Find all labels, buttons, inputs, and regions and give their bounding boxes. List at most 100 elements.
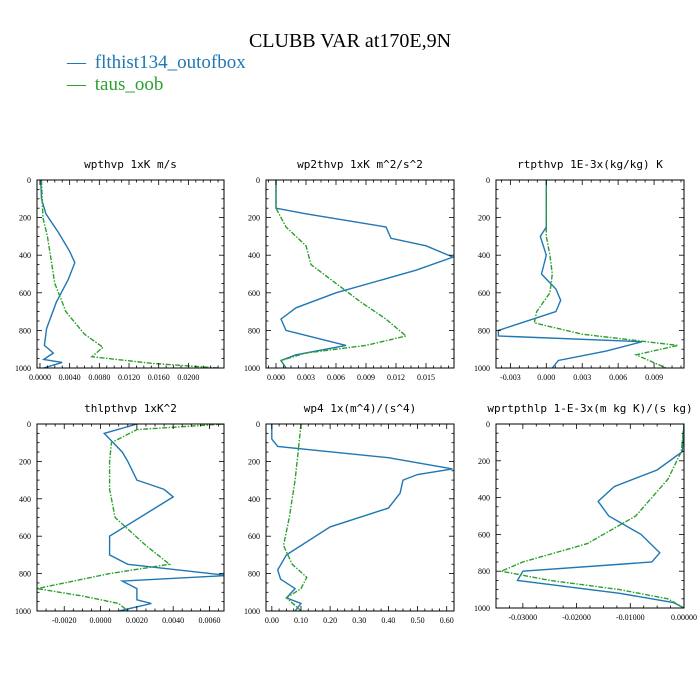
x-tick-label: 0.0020 [126,616,148,625]
panel-title: wprtpthlp 1-E-3x(m kg K)/(s kg) [487,402,692,415]
x-tick-label: 0.0120 [118,373,140,382]
x-tick-label: 0.20 [323,616,337,625]
x-tick-label: 0.0000 [90,616,112,625]
panel-title: wp4 1x(m^4)/(s^4) [304,402,417,415]
y-tick-label: 400 [19,251,31,260]
legend-symbol-taus-oob: — [66,74,87,95]
series-line-taus-oob [275,180,408,368]
x-tick-label: 0.000 [537,373,555,382]
y-tick-label: 400 [19,495,31,504]
panel-title: thlpthvp 1xK^2 [84,402,177,415]
legend: — flthist134_outofbox — taus_oob [66,52,246,95]
x-tick-label: 0.003 [573,373,591,382]
series-line-flthist134 [516,424,684,608]
series-line-flthist134 [102,424,224,611]
y-tick-label: 800 [478,567,490,576]
y-tick-label: 0 [486,420,490,429]
x-tick-label: 0.0160 [148,373,170,382]
series-line-taus-oob [37,424,224,611]
y-tick-label: 1000 [474,604,490,613]
x-tick-label: -0.03000 [509,613,538,622]
series-line-taus-oob [499,424,684,608]
chart-panel-2: rtpthvp 1E-3x(kg/kg) K 0 200 400 600 800 1000 -… [474,158,685,382]
x-tick-label: 0.015 [417,373,435,382]
x-tick-label: -0.003 [500,373,521,382]
x-tick-label: 0.60 [440,616,454,625]
x-tick-label: 0.000 [267,373,285,382]
x-tick-label: 0.009 [357,373,375,382]
chart-panel-1: wp2thvp 1xK m^2/s^2 0 200 400 600 800 1000 0.00… [244,158,455,382]
x-tick-label: 0.00000 [671,613,697,622]
panel-title: wpthvp 1xK m/s [84,158,177,171]
y-tick-label: 1000 [474,364,490,373]
y-tick-label: 200 [478,214,490,223]
x-tick-label: 0.00 [265,616,279,625]
y-tick-label: 0 [256,176,260,185]
legend-item-taus-oob: — taus_oob [66,74,163,95]
x-tick-label: 0.10 [294,616,308,625]
x-tick-label: 0.0060 [198,616,220,625]
y-tick-label: 600 [248,289,260,298]
panel-title: wp2thvp 1xK m^2/s^2 [297,158,423,171]
series-line-flthist134 [271,424,453,611]
y-tick-label: 200 [19,457,31,466]
y-tick-label: 200 [248,214,260,223]
legend-label-taus-oob: taus_oob [95,74,164,95]
y-tick-label: 400 [248,495,260,504]
y-tick-label: 0 [27,176,31,185]
plot-frame [265,179,455,369]
y-tick-label: 0 [486,176,490,185]
series-line-taus-oob [282,424,308,611]
series-line-taus-oob [533,180,679,368]
series-line-flthist134 [275,180,454,368]
y-tick-label: 200 [248,457,260,466]
y-tick-label: 800 [248,570,260,579]
y-tick-label: 800 [478,326,490,335]
chart-panel-3: thlpthvp 1xK^2 0 200 400 600 800 1000 -0.0020 0.… [15,402,225,625]
y-tick-label: 1000 [244,364,260,373]
plot-frame [36,179,225,369]
y-tick-label: 0 [256,420,260,429]
plot-frame [36,423,225,612]
y-tick-label: 400 [478,494,490,503]
y-tick-label: 200 [19,214,31,223]
y-tick-label: 400 [478,251,490,260]
x-tick-label: 0.0040 [59,373,81,382]
x-tick-label: -0.0020 [52,616,77,625]
y-tick-label: 600 [19,289,31,298]
x-tick-label: -0.02000 [562,613,591,622]
y-tick-label: 600 [478,530,490,539]
x-tick-label: 0.30 [352,616,366,625]
panel-title: rtpthvp 1E-3x(kg/kg) K [517,158,663,171]
chart-panel-4: wp4 1x(m^4)/(s^4) 0 200 400 600 800 1000 0.00 0.… [244,402,455,625]
y-tick-label: 600 [478,289,490,298]
x-tick-label: 0.0040 [162,616,184,625]
x-tick-label: 0.009 [645,373,663,382]
y-tick-label: 1000 [15,364,31,373]
x-tick-label: 0.0080 [88,373,110,382]
x-tick-label: 0.0000 [29,373,51,382]
y-tick-label: 200 [478,457,490,466]
x-tick-label: 0.40 [381,616,395,625]
x-tick-label: 0.003 [297,373,315,382]
y-tick-label: 600 [248,532,260,541]
y-tick-label: 800 [19,326,31,335]
y-tick-label: 800 [248,326,260,335]
y-tick-label: 1000 [15,607,31,616]
chart-panel-5: wprtpthlp 1-E-3x(m kg K)/(s kg) 0 200 400 60… [474,402,697,622]
legend-item-flthist134: — flthist134_outofbox [66,52,246,73]
x-tick-label: 0.006 [609,373,627,382]
x-tick-label: 0.006 [327,373,345,382]
y-tick-label: 1000 [244,607,260,616]
legend-symbol-flthist134: — [66,52,87,73]
x-tick-label: 0.50 [411,616,425,625]
y-tick-label: 400 [248,251,260,260]
y-tick-label: 0 [27,420,31,429]
plot-frame [495,423,685,609]
x-tick-label: 0.0200 [177,373,199,382]
y-tick-label: 600 [19,532,31,541]
series-line-taus-oob [40,180,219,368]
